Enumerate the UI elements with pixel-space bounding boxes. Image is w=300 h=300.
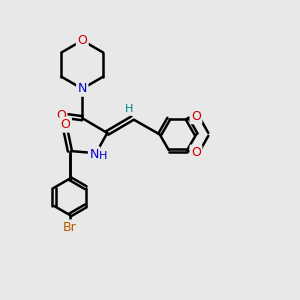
Text: O: O: [191, 146, 201, 159]
Text: O: O: [56, 109, 66, 122]
Text: O: O: [191, 110, 201, 123]
Text: H: H: [125, 104, 134, 114]
Text: O: O: [77, 34, 87, 47]
Text: N: N: [78, 82, 87, 95]
Text: O: O: [61, 118, 70, 131]
Text: N: N: [89, 148, 99, 160]
Text: H: H: [99, 152, 108, 161]
Text: Br: Br: [63, 221, 77, 234]
